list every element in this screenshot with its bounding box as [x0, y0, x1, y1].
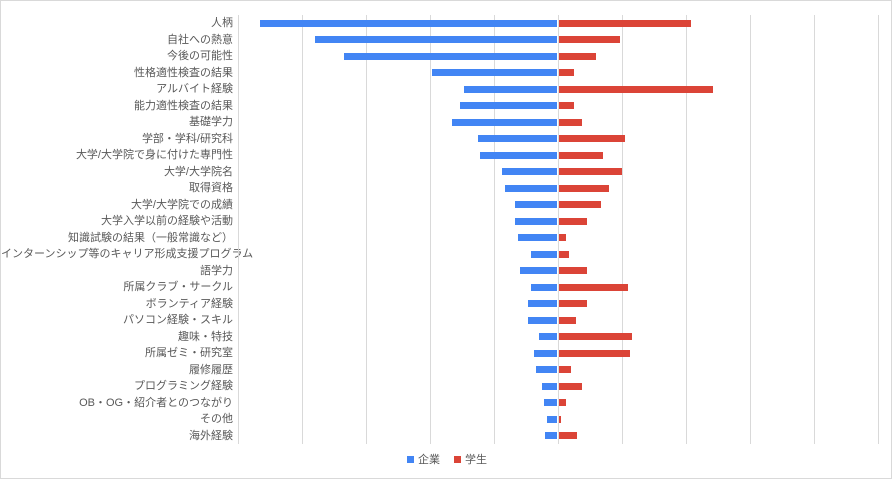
bar-学生-9[interactable] — [559, 168, 622, 176]
chart-legend: 企業 学生 — [1, 451, 891, 467]
gridline — [878, 15, 879, 444]
bar-学生-22[interactable] — [559, 382, 582, 390]
bar-学生-10[interactable] — [559, 184, 610, 192]
category-label: 大学入学以前の経験や活動 — [101, 215, 233, 227]
plot-area — [238, 15, 879, 444]
bar-学生-16[interactable] — [559, 283, 629, 291]
gridline — [366, 15, 367, 444]
bar-企業-3[interactable] — [431, 69, 557, 77]
gridline — [622, 15, 623, 444]
bar-学生-20[interactable] — [559, 349, 630, 357]
bar-企業-0[interactable] — [260, 19, 557, 27]
bar-企業-23[interactable] — [543, 399, 557, 407]
bar-学生-21[interactable] — [559, 366, 571, 374]
bar-学生-23[interactable] — [559, 399, 566, 407]
bar-学生-2[interactable] — [559, 52, 597, 60]
bar-学生-4[interactable] — [559, 85, 714, 93]
category-label: OB・OG・紹介者とのつながり — [79, 396, 233, 409]
category-label: 知識試験の結果（一般常識など） — [68, 231, 233, 244]
bar-企業-10[interactable] — [505, 184, 557, 192]
bar-学生-1[interactable] — [559, 36, 621, 44]
category-label: 取得資格 — [189, 182, 233, 194]
bar-学生-13[interactable] — [559, 234, 566, 242]
bar-学生-25[interactable] — [559, 432, 578, 440]
gridline — [814, 15, 815, 444]
category-label: 大学/大学院での成績 — [130, 198, 233, 211]
bar-企業-19[interactable] — [538, 333, 557, 341]
category-label: 趣味・特技 — [178, 330, 233, 343]
bar-企業-16[interactable] — [530, 283, 557, 291]
category-label: 大学/大学院名 — [163, 165, 233, 178]
category-label: プログラミング経験 — [134, 380, 233, 392]
category-label: パソコン経験・スキル — [123, 314, 233, 326]
category-label: 海外経験 — [189, 429, 233, 442]
category-label: アルバイト経験 — [156, 83, 233, 95]
category-label: 自社への熱意 — [167, 33, 233, 46]
bar-学生-18[interactable] — [559, 316, 576, 324]
bar-企業-8[interactable] — [479, 151, 557, 159]
bar-企業-7[interactable] — [478, 135, 557, 143]
category-label: 所属ゼミ・研究室 — [145, 347, 233, 359]
bar-学生-5[interactable] — [559, 102, 574, 110]
bar-企業-2[interactable] — [343, 52, 557, 60]
bar-学生-15[interactable] — [559, 267, 587, 275]
bar-企業-17[interactable] — [527, 300, 557, 308]
category-label: 所属クラブ・サークル — [123, 281, 233, 293]
bar-学生-0[interactable] — [559, 19, 691, 27]
legend-swatch-icon — [407, 455, 414, 463]
bar-企業-18[interactable] — [527, 316, 557, 324]
bar-企業-20[interactable] — [534, 349, 557, 357]
legend-swatch-icon — [454, 455, 461, 463]
legend-label: 企業 — [418, 454, 440, 466]
bar-学生-11[interactable] — [559, 201, 602, 209]
legend-item-学生[interactable]: 学生 — [454, 451, 487, 467]
bar-学生-17[interactable] — [559, 300, 587, 308]
category-label: 能力適性検査の結果 — [134, 99, 233, 112]
bar-企業-24[interactable] — [546, 415, 557, 423]
bar-学生-8[interactable] — [559, 151, 603, 159]
bar-学生-24[interactable] — [559, 415, 562, 423]
gridline — [558, 15, 559, 444]
gridline — [238, 15, 239, 444]
category-label: その他 — [200, 413, 233, 425]
bar-企業-6[interactable] — [452, 118, 557, 126]
category-label: 学部・学科/研究科 — [141, 132, 233, 145]
category-label: ボランティア経験 — [145, 297, 233, 310]
category-axis-labels: 人柄自社への熱意 今後の可能性性格適性検査の結果アルバイト経験能力適性検査の結果基… — [1, 15, 254, 444]
bar-学生-6[interactable] — [559, 118, 582, 126]
bar-企業-9[interactable] — [502, 168, 557, 176]
bar-学生-19[interactable] — [559, 333, 632, 341]
category-label: 人柄 — [211, 17, 233, 29]
legend-label: 学生 — [465, 454, 487, 466]
bar-企業-21[interactable] — [535, 366, 557, 374]
bar-学生-14[interactable] — [559, 250, 570, 258]
category-label: 語学力 — [200, 264, 233, 277]
gridline — [494, 15, 495, 444]
gridline — [302, 15, 303, 444]
category-label: 今後の可能性 — [167, 50, 233, 62]
bar-企業-5[interactable] — [460, 102, 557, 110]
category-label: 性格適性検査の結果 — [134, 66, 233, 79]
gridline — [750, 15, 751, 444]
bar-企業-12[interactable] — [514, 217, 557, 225]
bar-企業-25[interactable] — [545, 432, 557, 440]
category-label: 履修履歴 — [189, 363, 233, 376]
bar-学生-7[interactable] — [559, 135, 626, 143]
bar-企業-22[interactable] — [542, 382, 557, 390]
bar-学生-3[interactable] — [559, 69, 574, 77]
bar-企業-1[interactable] — [314, 36, 557, 44]
bar-企業-4[interactable] — [463, 85, 557, 93]
bar-企業-13[interactable] — [518, 234, 557, 242]
bar-企業-14[interactable] — [530, 250, 557, 258]
gridline — [686, 15, 687, 444]
bar-企業-11[interactable] — [514, 201, 557, 209]
gridline — [430, 15, 431, 444]
bar-学生-12[interactable] — [559, 217, 587, 225]
category-label: インターンシップ等のキャリア形成支援プログラム — [1, 248, 254, 260]
category-label: 大学/大学院で身に付けた専門性 — [75, 149, 233, 161]
legend-item-企業[interactable]: 企業 — [407, 451, 440, 467]
category-label: 基礎学力 — [189, 116, 233, 128]
bar-企業-15[interactable] — [519, 267, 557, 275]
